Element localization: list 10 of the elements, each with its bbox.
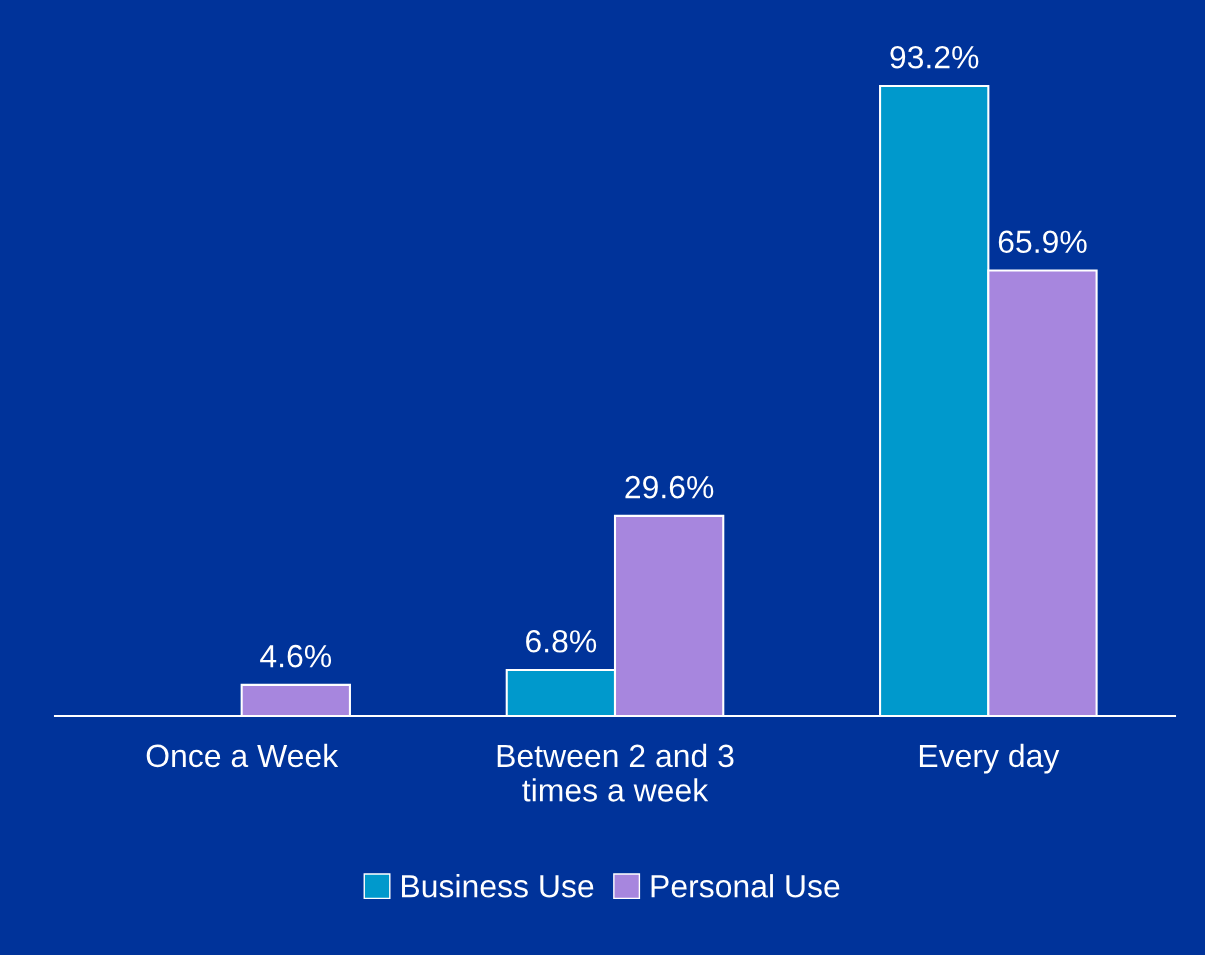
data-label: 93.2%	[890, 45, 979, 69]
x-tick-label: Between 2 and 3 times a week	[497, 743, 734, 802]
x-tick-label: Once a Week	[146, 743, 339, 768]
data-label: 29.6%	[625, 475, 714, 499]
legend-label: Personal Use	[651, 874, 840, 898]
x-tick-label: Every day	[919, 743, 1060, 774]
data-label: 6.8%	[526, 629, 597, 653]
data-label: 65.9%	[998, 230, 1087, 254]
data-label: 4.6%	[260, 644, 332, 668]
legend-label: Business Use	[402, 874, 594, 898]
